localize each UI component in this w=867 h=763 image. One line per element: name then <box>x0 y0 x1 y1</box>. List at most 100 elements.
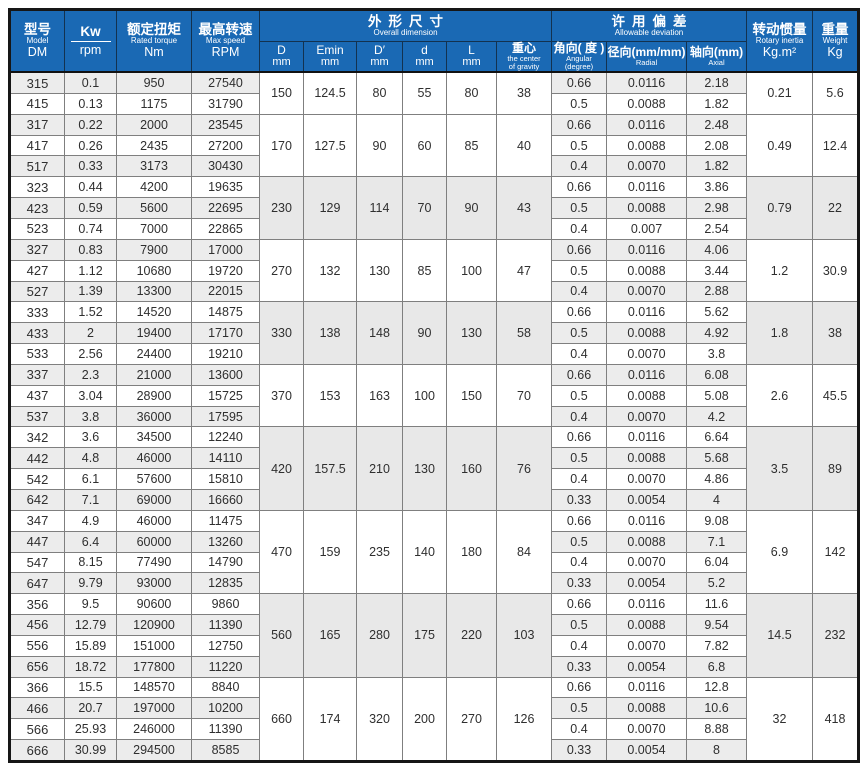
cell-axial: 2.54 <box>686 218 747 240</box>
cell-dim-L: 90 <box>446 176 497 240</box>
spec-row-447: 447 6.4 60000 13260 0.5 0.0088 7.1 <box>9 530 859 553</box>
cell-dim-Emin: 174 <box>303 676 357 762</box>
cell-center-of-gravity: 47 <box>496 238 552 303</box>
cell-dim-D-prime: 114 <box>356 176 403 240</box>
cell-kw: 0.83 <box>64 238 117 261</box>
cell-torque: 13300 <box>116 280 192 303</box>
cell-angular: 0.66 <box>551 363 607 386</box>
cell-model: 456 <box>9 614 65 636</box>
cell-speed: 12240 <box>191 426 260 449</box>
cell-angular: 0.66 <box>551 301 607 324</box>
cell-torque: 148570 <box>116 676 192 699</box>
cell-torque: 197000 <box>116 697 192 720</box>
cell-angular: 0.33 <box>551 739 607 762</box>
cell-radial: 0.0088 <box>606 697 687 720</box>
cell-speed: 9860 <box>191 593 260 616</box>
cell-kw: 0.33 <box>64 155 117 178</box>
col-header-weight: 重量 Weight Kg <box>812 9 859 73</box>
cell-torque: 34500 <box>116 426 192 449</box>
spec-row-317: 317 0.22 2000 23545 170 127.5 90 60 85 40 0.66 0.01… <box>9 113 859 178</box>
cell-angular: 0.4 <box>551 343 607 365</box>
cell-center-of-gravity: 76 <box>496 426 552 511</box>
cell-radial: 0.0088 <box>606 384 687 407</box>
cell-speed: 30430 <box>191 155 260 178</box>
cell-kw: 15.89 <box>64 634 117 657</box>
cell-axial: 5.08 <box>686 384 747 407</box>
cell-kw: 3.8 <box>64 405 117 428</box>
cell-angular: 0.66 <box>551 676 607 699</box>
cell-speed: 22015 <box>191 280 260 303</box>
spec-row-442: 442 4.8 46000 14110 0.5 0.0088 5.68 <box>9 447 859 470</box>
cell-torque: 246000 <box>116 718 192 741</box>
cell-dim-L: 220 <box>446 593 497 678</box>
cell-torque: 46000 <box>116 447 192 470</box>
spec-row-466: 466 20.7 197000 10200 0.5 0.0088 10.6 <box>9 697 859 720</box>
cell-torque: 24400 <box>116 343 192 365</box>
cell-kw: 18.72 <box>64 655 117 678</box>
cell-kw: 1.12 <box>64 259 117 282</box>
cell-dim-D-prime: 210 <box>356 426 403 511</box>
cell-dim-Emin: 165 <box>303 593 357 678</box>
cell-torque: 60000 <box>116 530 192 553</box>
cell-dim-D-prime: 235 <box>356 509 403 595</box>
cell-rotary-inertia: 0.79 <box>746 176 813 240</box>
spec-row-647: 647 9.79 93000 12835 0.33 0.0054 5.2 <box>9 572 859 595</box>
cell-axial: 3.8 <box>686 343 747 365</box>
cell-axial: 2.88 <box>686 280 747 303</box>
cell-dim-D-prime: 130 <box>356 238 403 303</box>
cell-model: 666 <box>9 739 65 762</box>
cell-angular: 0.4 <box>551 551 607 574</box>
cell-model: 523 <box>9 218 65 240</box>
cell-weight: 22 <box>812 176 859 240</box>
cell-radial: 0.0070 <box>606 468 687 490</box>
cell-radial: 0.0054 <box>606 655 687 678</box>
cell-model: 427 <box>9 259 65 282</box>
cell-radial: 0.0070 <box>606 155 687 178</box>
cell-dim-L: 160 <box>446 426 497 511</box>
table-header: 型号 Model DM Kw rpm 额定扭矩 Rated torque Nm … <box>9 9 859 73</box>
cell-angular: 0.66 <box>551 176 607 199</box>
fraction-divider <box>70 41 111 43</box>
cell-axial: 10.6 <box>686 697 747 720</box>
cell-dim-L: 80 <box>446 71 497 115</box>
cell-radial: 0.0054 <box>606 572 687 595</box>
cell-angular: 0.4 <box>551 218 607 240</box>
col-header-rated-torque: 额定扭矩 Rated torque Nm <box>116 9 192 73</box>
cell-torque: 2435 <box>116 134 192 157</box>
spec-row-547: 547 8.15 77490 14790 0.4 0.0070 6.04 <box>9 551 859 574</box>
cell-axial: 1.82 <box>686 155 747 178</box>
cell-axial: 4.92 <box>686 322 747 345</box>
col-header-radial: 径向(mm/mm) Radial <box>606 41 687 73</box>
cell-kw: 0.74 <box>64 218 117 240</box>
cell-angular: 0.33 <box>551 655 607 678</box>
cell-dim-Emin: 157.5 <box>303 426 357 511</box>
cell-axial: 6.08 <box>686 363 747 386</box>
cell-speed: 14790 <box>191 551 260 574</box>
cell-dim-Emin: 124.5 <box>303 71 357 115</box>
cell-speed: 15810 <box>191 468 260 490</box>
cell-torque: 77490 <box>116 551 192 574</box>
cell-axial: 5.62 <box>686 301 747 324</box>
cell-dim-Emin: 127.5 <box>303 113 357 178</box>
cell-angular: 0.4 <box>551 468 607 490</box>
cell-torque: 36000 <box>116 405 192 428</box>
cell-model: 642 <box>9 488 65 511</box>
spec-row-342: 342 3.6 34500 12240 420 157.5 210 130 160 76 0.66 0… <box>9 426 859 511</box>
cell-angular: 0.5 <box>551 447 607 470</box>
cell-axial: 6.8 <box>686 655 747 678</box>
spec-row-456: 456 12.79 120900 11390 0.5 0.0088 9.54 <box>9 614 859 636</box>
cell-dim-d: 100 <box>402 363 447 428</box>
cell-speed: 27540 <box>191 71 260 94</box>
cell-model: 347 <box>9 509 65 532</box>
cell-dim-D-prime: 280 <box>356 593 403 678</box>
cell-axial: 2.48 <box>686 113 747 136</box>
cell-speed: 19210 <box>191 343 260 365</box>
cell-axial: 4.86 <box>686 468 747 490</box>
cell-speed: 12835 <box>191 572 260 595</box>
col-header-D-prime: D′ mm <box>356 41 403 73</box>
cell-kw: 9.5 <box>64 593 117 616</box>
cell-torque: 1175 <box>116 92 192 115</box>
cell-axial: 9.08 <box>686 509 747 532</box>
col-header-model: 型号 Model DM <box>9 9 65 73</box>
cell-torque: 294500 <box>116 739 192 762</box>
